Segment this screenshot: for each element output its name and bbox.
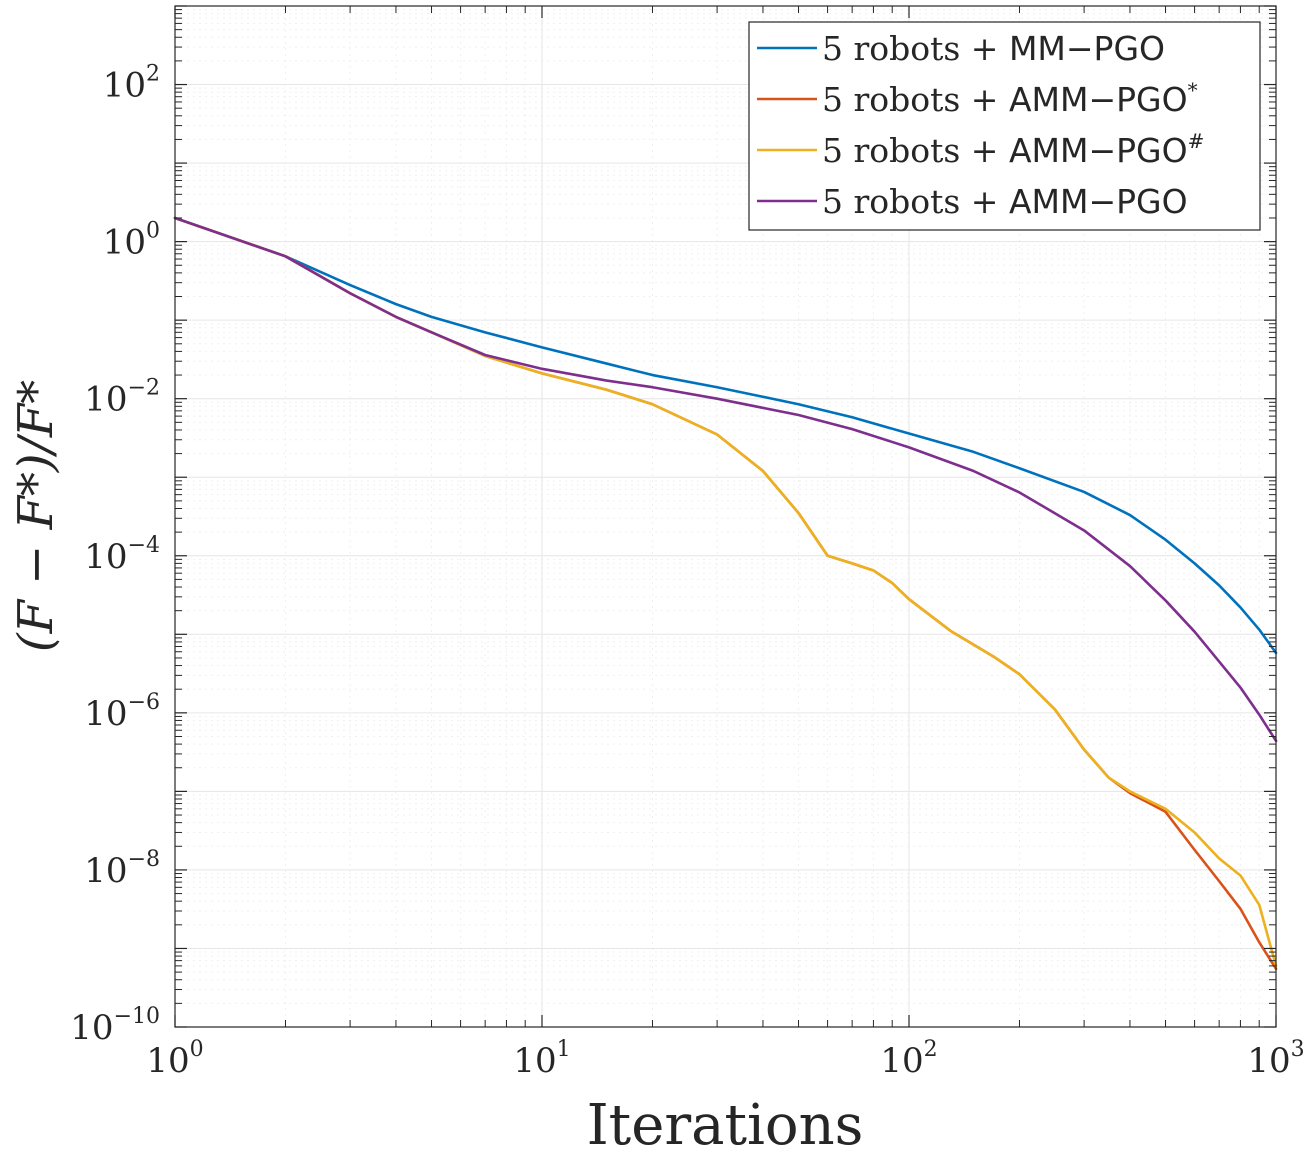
y-tick-base: 10 [70,1008,113,1048]
x-tick-base: 10 [146,1041,189,1081]
y-tick-label: 102 [103,62,160,106]
legend-prefix: 5 robots + [822,182,1009,221]
series-layer [173,216,1278,971]
x-tick-label: 100 [146,1037,203,1081]
series-line-amm [173,216,1278,743]
y-axis-label-text: (F − F*)/F* [8,380,64,652]
x-tick-label: 101 [513,1037,570,1081]
legend-prefix: 5 robots + [822,80,1009,119]
y-tick-base: 10 [84,694,127,734]
y-tick-exponent: −4 [128,533,160,558]
y-tick-label: 10−10 [70,1004,160,1048]
y-tick-label: 10−8 [84,847,160,891]
x-tick-base: 10 [513,1041,556,1081]
x-tick-exponent: 2 [924,1037,938,1062]
y-tick-exponent: −8 [128,847,160,872]
y-tick-exponent: −2 [128,376,160,401]
x-tick-exponent: 0 [190,1037,204,1062]
ticks [174,5,1277,1028]
y-tick-base: 10 [103,66,146,106]
y-tick-base: 10 [84,851,127,891]
y-tick-label: 10−4 [84,533,160,577]
legend-entry-amm-hash: 5 robots + AMM−PGO# [822,129,1204,170]
plot-frame [174,5,1277,1028]
y-tick-exponent: 0 [146,219,160,244]
y-tick-label: 10−6 [84,690,160,734]
x-tick-label: 102 [880,1037,937,1081]
y-tick-base: 10 [103,223,146,263]
y-tick-exponent: −10 [114,1004,160,1029]
legend-entry-amm-star: 5 robots + AMM−PGO* [822,78,1198,119]
legend-method: AMM−PGO [1009,182,1188,221]
y-tick-label: 100 [103,219,160,263]
series-line-mm [173,216,1278,655]
y-axis-label: (F − F*)/F* [8,380,64,652]
legend-prefix: 5 robots + [822,131,1009,170]
y-tick-exponent: −6 [128,690,160,715]
x-axis-label: Iterations [587,1093,864,1151]
y-tick-base: 10 [84,380,127,420]
grid [174,5,1277,1028]
legend-entry-mm: 5 robots + MM−PGO [822,29,1165,68]
legend-entry-amm: 5 robots + AMM−PGO [822,182,1188,221]
y-tick-exponent: 2 [146,62,160,87]
legend-box [748,21,1261,231]
y-tick-label: 10−2 [84,376,160,420]
legend-superscript: # [1188,129,1205,153]
legend-prefix: 5 robots + [822,29,1009,68]
x-tick-base: 10 [1247,1041,1290,1081]
legend-method: AMM−PGO [1009,131,1188,170]
y-tick-base: 10 [84,537,127,577]
legend-method: MM−PGO [1009,29,1165,68]
x-tick-base: 10 [880,1041,923,1081]
x-tick-exponent: 3 [1291,1037,1305,1062]
x-tick-label: 103 [1247,1037,1304,1081]
legend-superscript: * [1188,78,1198,102]
x-tick-exponent: 1 [557,1037,571,1062]
legend-method: AMM−PGO [1009,80,1188,119]
